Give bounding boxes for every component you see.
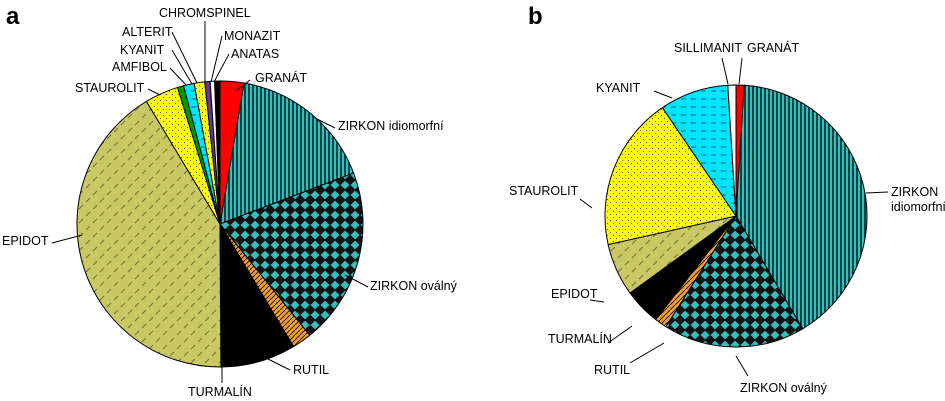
pie-a-label-monazit: MONAZIT (224, 29, 281, 43)
pie-a-slice-zirkon-ovalny (219, 172, 364, 337)
pie-a-leader-monazit (210, 35, 223, 83)
pie-b-slice-staurolit (604, 106, 737, 246)
pie-b-leader-kyanit (653, 90, 673, 99)
pie-a-label-alterit: ALTERIT (122, 25, 173, 39)
pie-a-leader-zirkon-idiomorfni (314, 117, 336, 129)
pie-a-leader-kyanit (171, 49, 193, 85)
pie-b-leader-zirkon-idiomorfni (865, 191, 889, 194)
pie-a-leader-granat (235, 79, 251, 92)
pie-a-leader-rutil (263, 356, 291, 371)
pie-a-leader-alterit (171, 31, 198, 84)
pie-b-label-kyanit: KYANIT (596, 81, 641, 95)
pie-b-leader-granat (738, 57, 743, 85)
pie-a-label-kyanit: KYANIT (120, 43, 165, 57)
pie-a-label-epidot: EPIDOT (2, 234, 49, 248)
pie-a-leader-epidot (51, 234, 83, 244)
pie-b-label-sillimanit: SILLIMANIT (674, 41, 742, 55)
pie-a-label-zirkon-ovalny: ZIRKON oválný (370, 279, 458, 293)
pie-chart-a: GRANÁT ZIRKON idiomorfní ZIRKON oválný RUTI… (2, 6, 458, 399)
pie-b-leader-turmalin (607, 325, 633, 344)
pie-b-label-rutil: RUTIL (594, 363, 630, 377)
pie-a-label-staurolit: STAUROLIT (75, 81, 145, 95)
pie-a-label-granat: GRANÁT (255, 70, 307, 85)
pie-b-label-staurolit: STAUROLIT (509, 184, 579, 198)
pie-a-leader-anatas (213, 53, 230, 83)
pie-b-label-zirkon-idiomorfni: ZIRKON idiomorfní (891, 185, 945, 214)
pie-chart-b: GRANÁT ZIRKON idiomorfní ZIRKON oválný RUTIL… (509, 40, 945, 395)
pie-b-label-turmalin: TURMALÍN (548, 331, 612, 346)
pie-a-leader-staurolit (147, 88, 161, 96)
pie-a-slice-zirkon-idiomorfni (219, 82, 355, 225)
pie-b-leader-zirkon-ovalny (735, 355, 749, 377)
pie-b-label-granat: GRANÁT (747, 40, 799, 55)
pie-a-label-rutil: RUTIL (293, 363, 329, 377)
pie-a-label-zirkon-idiomorfni: ZIRKON idiomorfní (338, 119, 444, 133)
panel-label-a: a (6, 3, 20, 30)
pie-b-leader-epidot (589, 299, 605, 303)
pie-a-slice-epidot (76, 100, 222, 368)
pie-a-label-anatas: ANATAS (231, 47, 279, 61)
pie-b-leader-rutil (629, 342, 665, 364)
pie-b-label-epidot: EPIDOT (551, 287, 598, 301)
pie-a-label-chromspinel: CHROMSPINEL (159, 6, 251, 20)
pie-a-label-amfibol: AMFIBOL (112, 60, 167, 74)
pie-b-slice-zirkon-idiomorfni (735, 84, 868, 330)
pie-b-slice-sillimanit (727, 84, 737, 217)
pie-b-slice-zirkon-ovalny (665, 215, 804, 348)
pie-b-label-zirkon-ovalny: ZIRKON oválný (740, 381, 828, 395)
pie-a-leader-zirkon-ovalny (344, 274, 369, 288)
panel-label-b: b (528, 3, 543, 30)
pie-b-leader-sillimanit (721, 57, 729, 85)
pie-a-leader-amfibol (169, 67, 187, 86)
pie-b-leader-staurolit (579, 198, 593, 209)
pie-a-label-turmalin: TURMALÍN (188, 384, 252, 399)
